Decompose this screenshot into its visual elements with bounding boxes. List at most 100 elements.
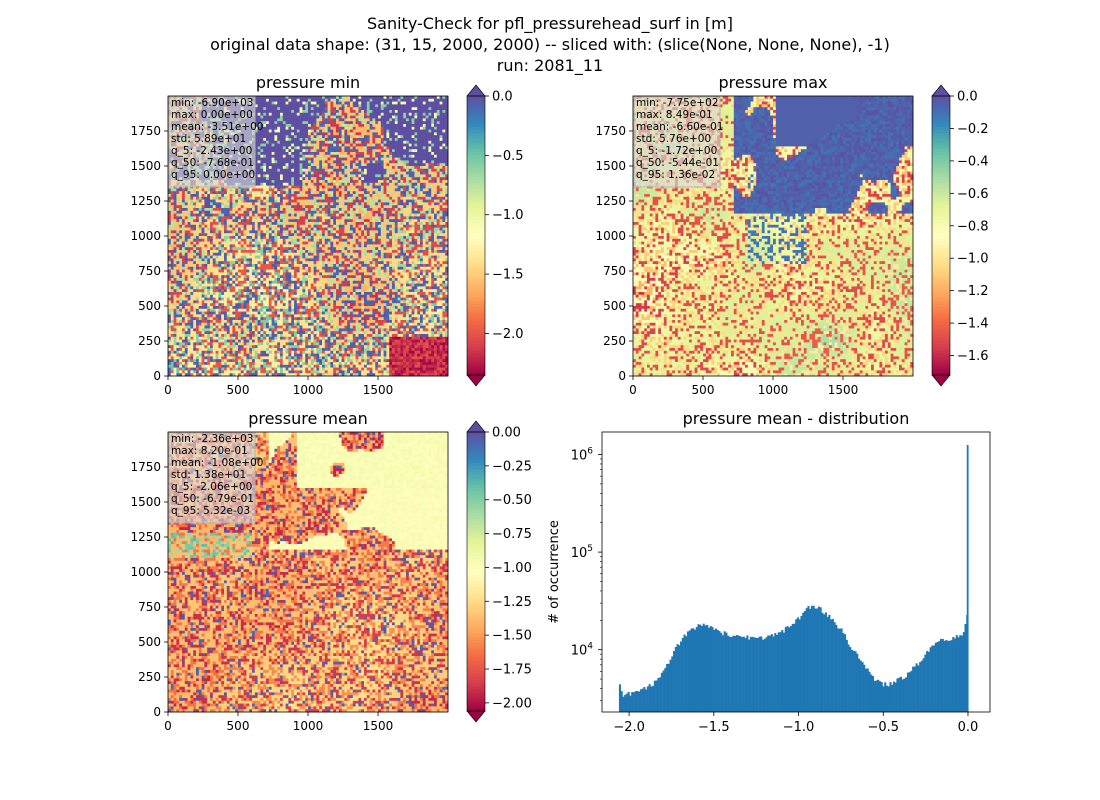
histogram-bar [731, 637, 733, 712]
histogram-bar [734, 636, 736, 712]
histogram-bar [832, 619, 834, 712]
x-tick-label: 1500 [363, 719, 394, 733]
histogram-bar [856, 654, 858, 712]
histogram-bar [774, 633, 776, 712]
colorbar-tick-label: −1.0 [492, 208, 524, 223]
histogram-bar [778, 632, 780, 712]
histogram-bar [940, 639, 942, 712]
histogram-bar [926, 651, 928, 712]
panel-title: pressure mean - distribution [683, 409, 910, 428]
colorbar-extend-max [467, 421, 485, 432]
histogram-bar [680, 641, 682, 712]
colorbar-tick-label: 0.0 [957, 90, 978, 105]
histogram-bar [622, 697, 624, 712]
x-tick-label: 1000 [293, 383, 324, 397]
y-tick-label: 106 [571, 446, 594, 463]
colorbar-extend-min [467, 375, 485, 386]
x-tick-label: 0.0 [958, 720, 979, 735]
histogram-bar [886, 686, 888, 712]
x-tick-label: −0.5 [867, 720, 899, 735]
histogram-bar [839, 629, 841, 712]
histogram-bar [835, 625, 837, 712]
histogram-bar [757, 638, 759, 712]
histogram-bar [947, 641, 949, 712]
histogram-bar [889, 682, 891, 712]
x-tick-label: 1000 [293, 719, 324, 733]
x-tick-label: 500 [692, 383, 715, 397]
histogram-bar [882, 686, 884, 712]
histogram-bar [752, 637, 754, 712]
y-tick-label: 1750 [130, 124, 161, 138]
stats-line: q_95: 5.32e-03 [171, 505, 250, 517]
histogram-bar [699, 625, 701, 712]
x-tick-label: −2.0 [613, 720, 645, 735]
histogram-bar [792, 624, 794, 712]
histogram-bar [872, 676, 874, 712]
colorbar-tick-label: −1.00 [492, 561, 532, 576]
y-tick-label: 1750 [130, 460, 161, 474]
histogram-bar [748, 640, 750, 712]
colorbar-tick-label: −1.25 [492, 595, 532, 610]
histogram-bar [629, 696, 631, 712]
histogram-bar [954, 638, 956, 712]
y-tick-label: 0 [153, 705, 161, 719]
stats-line: q_50: -5.44e-01 [636, 157, 719, 169]
histogram-bar [771, 634, 773, 712]
colorbar-tick-label: −0.2 [957, 122, 989, 137]
y-tick-label: 105 [571, 544, 593, 561]
stats-line: mean: -1.08e+00 [171, 457, 263, 469]
histogram-bar [745, 638, 747, 712]
histogram-bar [760, 636, 762, 712]
histogram-bar [677, 644, 679, 712]
y-tick-label: 750 [138, 264, 161, 278]
y-tick-label: 1250 [130, 530, 161, 544]
histogram-peak-bar [967, 445, 969, 712]
y-tick-label: 250 [138, 670, 161, 684]
y-tick-label: 500 [138, 635, 161, 649]
histogram-bar [652, 686, 654, 712]
histogram-bar [788, 627, 790, 712]
histogram-bar [706, 625, 708, 712]
y-tick-label: 500 [138, 299, 161, 313]
x-tick-label: 500 [227, 719, 250, 733]
y-tick-label: 1500 [130, 495, 161, 509]
stats-line: mean: -6.60e-01 [636, 121, 723, 133]
colorbar-tick-label: −1.2 [957, 284, 989, 299]
histogram-bar [879, 681, 881, 712]
stats-line: max: 8.49e-01 [636, 109, 713, 121]
histogram-bar [781, 630, 783, 712]
stats-line: min: -7.75e+02 [636, 97, 718, 109]
colorbar-tick-label: −0.4 [957, 154, 989, 169]
x-tick-label: 1000 [758, 383, 789, 397]
y-tick-label: 750 [603, 264, 626, 278]
colorbar-tick-label: −1.50 [492, 629, 532, 644]
stats-line: mean: -3.51e+00 [171, 121, 263, 133]
histogram-bar [619, 684, 621, 712]
x-tick-label: 0 [164, 383, 172, 397]
histogram-bar [670, 660, 672, 712]
y-tick-label: 1250 [130, 194, 161, 208]
colorbar-tick-label: −0.25 [492, 459, 532, 474]
x-tick-label: −1.5 [698, 720, 730, 735]
histogram-bar [867, 668, 869, 712]
histogram-bar [964, 624, 966, 712]
colorbar-tick-label: −1.5 [492, 268, 524, 283]
histogram-bar [933, 645, 935, 712]
histogram-bar [958, 637, 960, 712]
histogram-bar [863, 665, 865, 712]
histogram-bar [684, 635, 686, 712]
colorbar-tick-label: −1.75 [492, 663, 532, 678]
stats-line: q_5: -1.72e+00 [636, 145, 717, 157]
histogram-bar [849, 647, 851, 712]
colorbar-tick-label: −2.00 [492, 696, 532, 711]
histogram-bar [907, 673, 909, 712]
panel-title: pressure min [256, 73, 360, 92]
histogram-bar [903, 679, 905, 712]
histogram-bar [633, 692, 635, 712]
stats-line: std: 5.76e+00 [636, 133, 711, 145]
